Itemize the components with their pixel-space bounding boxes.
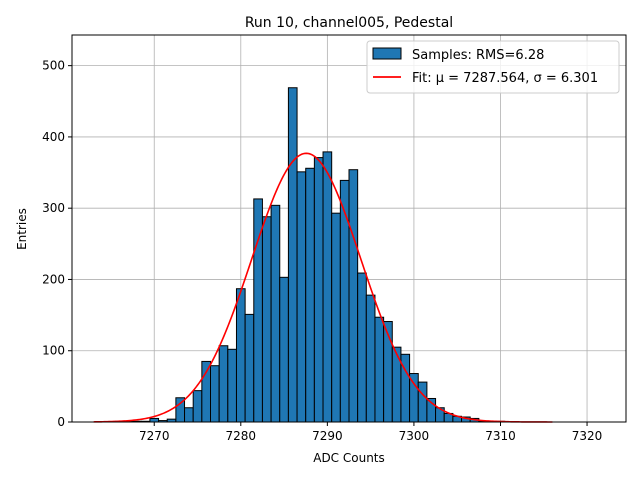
histogram-bar <box>365 294 376 423</box>
histogram-bar <box>261 216 272 423</box>
y-tick-label: 200 <box>42 272 65 286</box>
fit-curve <box>93 152 553 423</box>
histogram-bar <box>279 276 289 423</box>
histogram-bar <box>210 365 220 423</box>
histogram-bar <box>357 272 367 423</box>
histogram-bar <box>270 204 281 423</box>
histogram-bar <box>235 288 246 423</box>
histogram-bar <box>184 407 194 423</box>
histogram-bar <box>313 157 324 423</box>
y-tick-label: 400 <box>42 130 65 144</box>
histogram-bar <box>305 167 315 423</box>
histogram-bar <box>339 179 350 423</box>
legend: Samples: RMS=6.28 Fit: μ = 7287.564, σ =… <box>366 40 620 94</box>
x-tick-label: 7300 <box>399 429 430 443</box>
histogram-bar <box>374 316 385 423</box>
histogram-bar <box>192 390 203 423</box>
y-tick-label: 300 <box>42 201 65 215</box>
x-tick-label: 7310 <box>485 429 516 443</box>
y-axis-label: Entries <box>15 208 29 250</box>
y-tick-label: 0 <box>57 415 65 429</box>
x-tick-label: 7290 <box>312 429 343 443</box>
histogram-bar <box>287 87 298 423</box>
x-tick-label: 7270 <box>139 429 170 443</box>
histogram-bar <box>296 171 307 423</box>
y-axis-ticks: 0 100 200 300 400 500 <box>42 59 72 429</box>
histogram-bar <box>227 348 237 423</box>
plot-area-frame <box>71 34 627 423</box>
histogram-bar <box>322 151 333 423</box>
histogram-bar <box>201 360 211 423</box>
legend-label-samples: Samples: RMS=6.28 <box>412 48 544 63</box>
histogram-bars <box>114 87 506 423</box>
histogram-bar <box>331 212 341 423</box>
legend-frame <box>366 40 620 94</box>
histogram-bar <box>383 321 393 423</box>
histogram-bar <box>409 373 419 423</box>
chart-title: Run 10, channel005, Pedestal <box>245 15 453 31</box>
legend-swatch-samples <box>372 47 402 60</box>
x-axis-label: ADC Counts <box>313 451 385 465</box>
histogram-bar <box>348 169 359 423</box>
histogram-bar <box>244 313 255 423</box>
legend-label-fit: Fit: μ = 7287.564, σ = 6.301 <box>412 71 598 86</box>
y-tick-label: 500 <box>42 59 65 73</box>
y-tick-label: 100 <box>42 344 65 358</box>
x-tick-label: 7280 <box>226 429 257 443</box>
histogram-bar <box>218 345 229 423</box>
histogram-bar <box>149 417 160 423</box>
fit-curve-layer <box>93 152 553 423</box>
histogram-bar <box>417 381 428 423</box>
x-axis-ticks: 7270 7280 7290 7300 7310 7320 <box>139 422 602 443</box>
x-tick-label: 7320 <box>572 429 603 443</box>
